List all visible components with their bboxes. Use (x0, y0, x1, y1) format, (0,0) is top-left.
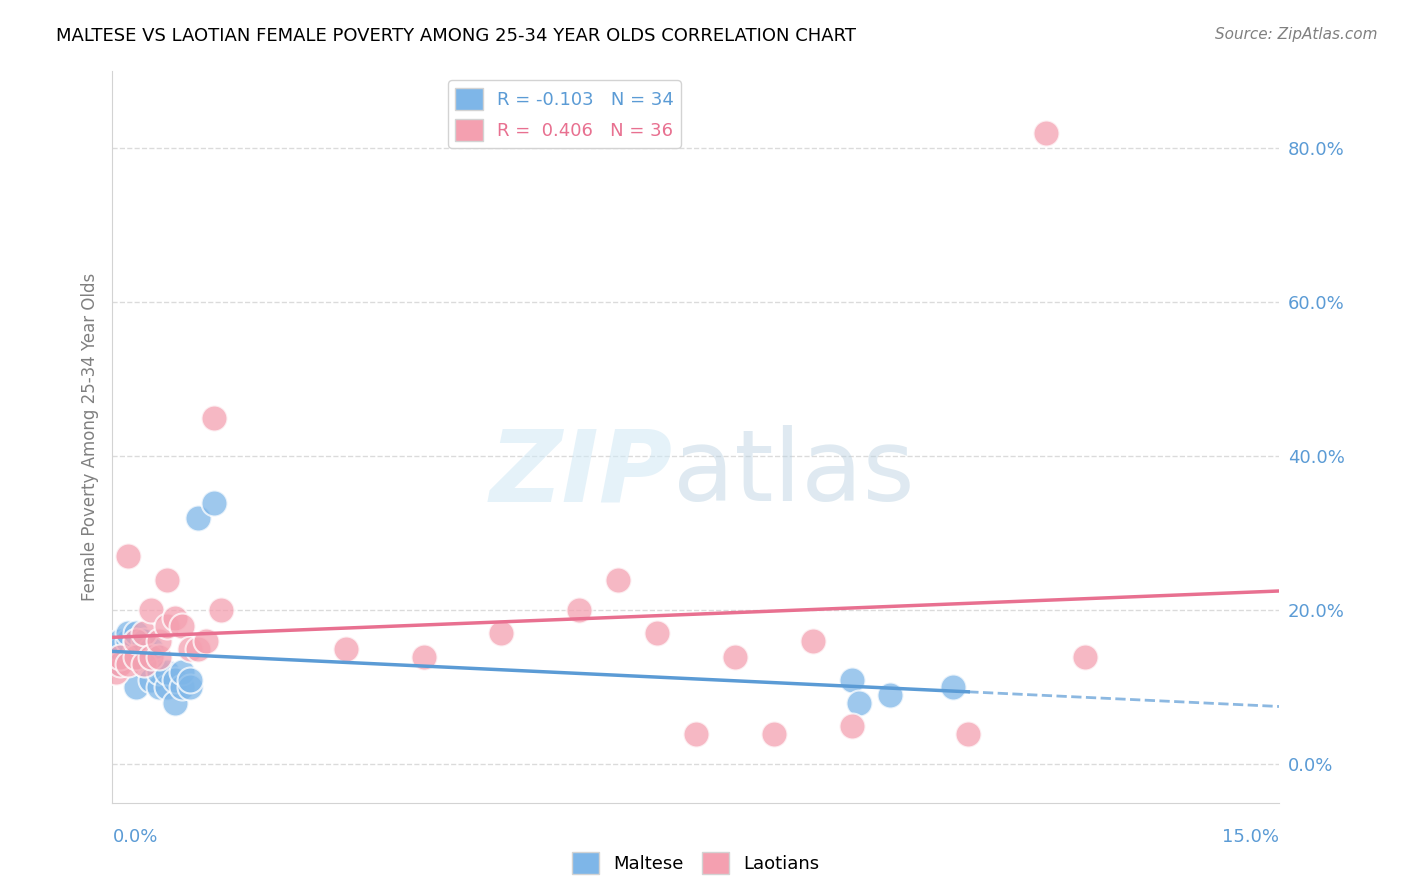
Point (942, 681, 965, 695)
Point (179, 641, 201, 656)
Point (801, 634, 824, 648)
Point (125, 634, 148, 648)
Point (132, 641, 155, 656)
Point (132, 626, 155, 640)
Point (194, 634, 217, 648)
Legend: Maltese, Laotians: Maltese, Laotians (565, 845, 827, 881)
Point (172, 665, 194, 679)
Point (105, 657, 128, 672)
Point (568, 603, 591, 617)
Point (172, 618, 194, 632)
Point (202, 410, 225, 425)
Text: MALTESE VS LAOTIAN FEMALE POVERTY AMONG 25-34 YEAR OLDS CORRELATION CHART: MALTESE VS LAOTIAN FEMALE POVERTY AMONG … (56, 27, 856, 45)
Point (125, 649, 148, 664)
Point (645, 626, 668, 640)
Point (156, 573, 179, 587)
Point (125, 634, 148, 648)
Point (141, 649, 163, 664)
Point (163, 673, 186, 687)
Point (412, 649, 434, 664)
Text: 15.0%: 15.0% (1222, 828, 1279, 846)
Point (202, 495, 225, 509)
Point (163, 696, 186, 710)
Point (148, 665, 170, 679)
Point (125, 649, 148, 664)
Point (156, 665, 179, 679)
Point (132, 657, 155, 672)
Point (148, 681, 170, 695)
Point (117, 634, 139, 648)
Point (141, 603, 163, 617)
Point (125, 626, 148, 640)
Point (141, 649, 163, 664)
Point (125, 681, 148, 695)
Point (110, 634, 132, 648)
Point (132, 657, 155, 672)
Point (141, 641, 163, 656)
Point (1035, 126, 1057, 140)
Point (117, 626, 139, 640)
Point (879, 688, 901, 702)
Point (132, 641, 155, 656)
Y-axis label: Female Poverty Among 25-34 Year Olds: Female Poverty Among 25-34 Year Olds (80, 273, 98, 601)
Text: Source: ZipAtlas.com: Source: ZipAtlas.com (1215, 27, 1378, 42)
Text: atlas: atlas (672, 425, 914, 522)
Point (156, 681, 179, 695)
Point (724, 649, 747, 664)
Point (179, 673, 201, 687)
Point (148, 649, 170, 664)
Point (141, 673, 163, 687)
Point (117, 657, 139, 672)
Point (163, 611, 186, 625)
Text: ZIP: ZIP (489, 425, 672, 522)
Point (607, 573, 630, 587)
Point (110, 641, 132, 656)
Point (491, 626, 513, 640)
Point (156, 618, 179, 632)
Point (179, 681, 201, 695)
Point (172, 681, 194, 695)
Point (110, 657, 132, 672)
Point (848, 696, 870, 710)
Point (187, 641, 209, 656)
Text: 0.0%: 0.0% (112, 828, 157, 846)
Point (117, 549, 139, 564)
Point (841, 673, 863, 687)
Point (187, 511, 209, 525)
Point (335, 641, 357, 656)
Point (209, 603, 232, 617)
Point (125, 641, 148, 656)
Point (132, 634, 155, 648)
Point (841, 719, 863, 733)
Point (762, 726, 785, 740)
Point (1074, 649, 1097, 664)
Point (148, 634, 170, 648)
Point (957, 726, 980, 740)
Point (117, 649, 139, 664)
Point (110, 649, 132, 664)
Point (105, 665, 128, 679)
Point (685, 726, 707, 740)
